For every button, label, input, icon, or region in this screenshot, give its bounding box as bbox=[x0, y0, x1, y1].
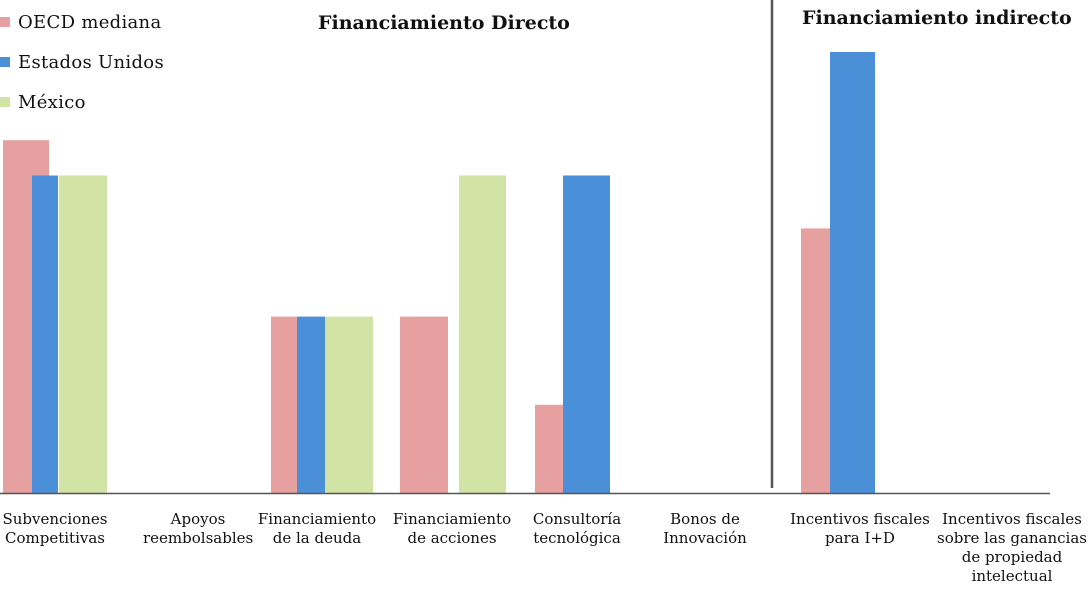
bar-mexico bbox=[59, 175, 107, 494]
legend-swatch-usa bbox=[0, 57, 10, 67]
legend-item-oecd: OECD mediana bbox=[0, 10, 161, 34]
legend-swatch-oecd bbox=[0, 17, 10, 27]
category-label: Consultoría tecnológica bbox=[532, 510, 622, 547]
legend-label-usa: Estados Unidos bbox=[18, 51, 164, 73]
legend-swatch-mexico bbox=[0, 97, 10, 107]
bar-mexico bbox=[459, 175, 506, 494]
category-label: Financiamiento de la deuda bbox=[257, 510, 377, 547]
category-label: Apoyos reembolsables bbox=[143, 510, 254, 547]
legend-label-oecd: OECD mediana bbox=[18, 11, 162, 33]
bar-usa bbox=[297, 316, 325, 493]
bar-usa bbox=[563, 175, 610, 494]
section-title-indirect: Financiamiento indirecto bbox=[802, 7, 1072, 29]
bar-oecd bbox=[271, 316, 297, 493]
bar-usa bbox=[830, 52, 875, 493]
legend-label-mexico: México bbox=[18, 91, 86, 113]
category-label: Subvenciones Competitivas bbox=[2, 510, 108, 547]
bar-oecd bbox=[400, 316, 448, 493]
bar-mexico bbox=[325, 316, 373, 493]
legend-item-usa: Estados Unidos bbox=[0, 50, 164, 74]
bar-usa bbox=[32, 175, 58, 494]
bar-oecd bbox=[801, 228, 830, 493]
legend-item-mexico: México bbox=[0, 90, 86, 114]
category-label: Financiamiento de acciones bbox=[392, 510, 512, 547]
category-label: Incentivos fiscales sobre las ganancias … bbox=[937, 510, 1087, 585]
category-label: Incentivos fiscales para I+D bbox=[790, 510, 930, 547]
section-title-direct: Financiamiento Directo bbox=[318, 12, 570, 34]
bar-oecd bbox=[535, 404, 563, 493]
category-label: Bonos de Innovación bbox=[663, 510, 747, 547]
